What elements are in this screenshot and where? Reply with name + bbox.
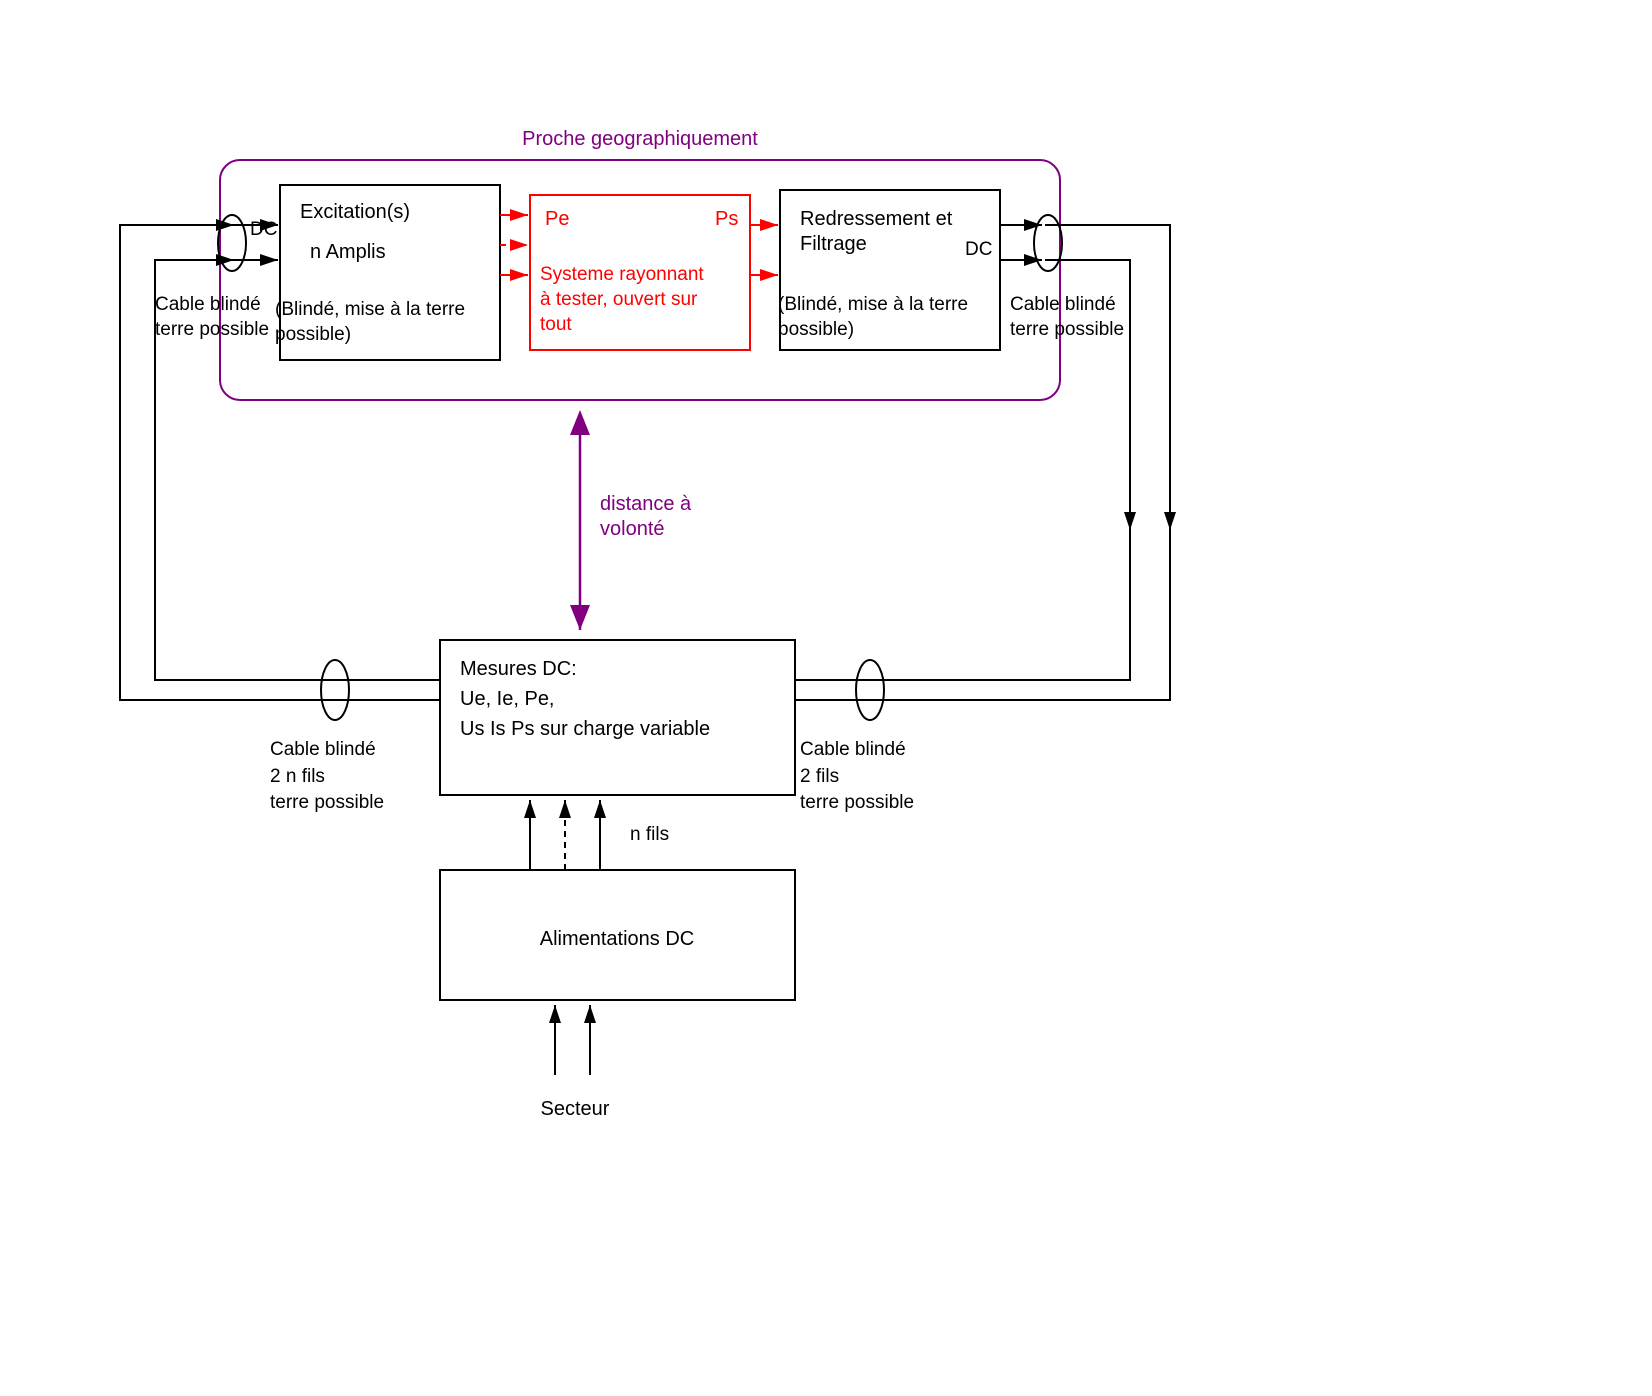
cable-label-ml-3: terre possible — [270, 792, 384, 813]
excitation-line4: possible) — [275, 324, 351, 345]
edge-left-inner-to-mesures — [155, 460, 440, 680]
mesures-line3: Us Is Ps sur charge variable — [460, 718, 710, 740]
cable-label-tl-2: terre possible — [155, 319, 269, 340]
alimentations-label: Alimentations DC — [540, 928, 695, 950]
secteur-label: Secteur — [541, 1098, 610, 1120]
cable-oval-mid-left — [321, 660, 349, 720]
systeme-line2: à tester, ouvert sur — [540, 289, 698, 310]
redressement-line3: (Blindé, mise à la terre — [778, 294, 968, 315]
cable-oval-top-right — [1034, 215, 1062, 271]
cable-oval-top-left — [218, 215, 246, 271]
redressement-line1: Redressement et — [800, 208, 953, 230]
container-label: Proche geographiquement — [522, 128, 758, 150]
edge-right-outer-down — [1045, 225, 1170, 530]
distance-label-2: volonté — [600, 518, 665, 540]
excitation-line3: (Blindé, mise à la terre — [275, 299, 465, 320]
node-excitation: Excitation(s) n Amplis (Blindé, mise à l… — [250, 185, 500, 360]
cable-label-mr-1: Cable blindé — [800, 739, 906, 760]
excitation-line2: n Amplis — [310, 241, 386, 263]
excitation-dc-label: DC — [250, 219, 277, 240]
n-fils-label: n fils — [630, 824, 669, 845]
cable-label-ml-2: 2 n fils — [270, 766, 325, 787]
mesures-line1: Mesures DC: — [460, 658, 577, 680]
cable-label-ml-1: Cable blindé — [270, 739, 376, 760]
distance-label-1: distance à — [600, 493, 692, 515]
systeme-line3: tout — [540, 314, 572, 335]
redressement-line4: possible) — [778, 319, 854, 340]
cable-label-tr-1: Cable blindé — [1010, 294, 1116, 315]
systeme-line1: Systeme rayonnant — [540, 264, 704, 285]
node-redressement: Redressement et Filtrage (Blindé, mise à… — [778, 190, 1000, 350]
cable-label-mr-2: 2 fils — [800, 766, 839, 787]
edge-left-outer-to-mesures — [120, 460, 440, 700]
ps-label: Ps — [715, 208, 738, 230]
redressement-dc-label: DC — [965, 239, 992, 260]
cable-label-tl-1: Cable blindé — [155, 294, 261, 315]
node-systeme: Pe Ps Systeme rayonnant à tester, ouvert… — [530, 195, 750, 350]
cable-oval-mid-right — [856, 660, 884, 720]
pe-label: Pe — [545, 208, 569, 230]
mesures-line2: Ue, Ie, Pe, — [460, 688, 555, 710]
excitation-line1: Excitation(s) — [300, 201, 410, 223]
redressement-line2: Filtrage — [800, 233, 867, 255]
cable-label-tr-2: terre possible — [1010, 319, 1124, 340]
diagram-canvas: Proche geographiquement Excitation(s) n … — [0, 0, 1652, 1396]
edge-right-outer-to-mesures — [795, 525, 1170, 700]
cable-label-mr-3: terre possible — [800, 792, 914, 813]
node-mesures: Mesures DC: Ue, Ie, Pe, Us Is Ps sur cha… — [440, 640, 795, 795]
edge-right-inner-to-mesures — [795, 525, 1130, 680]
node-alimentations: Alimentations DC — [440, 870, 795, 1000]
